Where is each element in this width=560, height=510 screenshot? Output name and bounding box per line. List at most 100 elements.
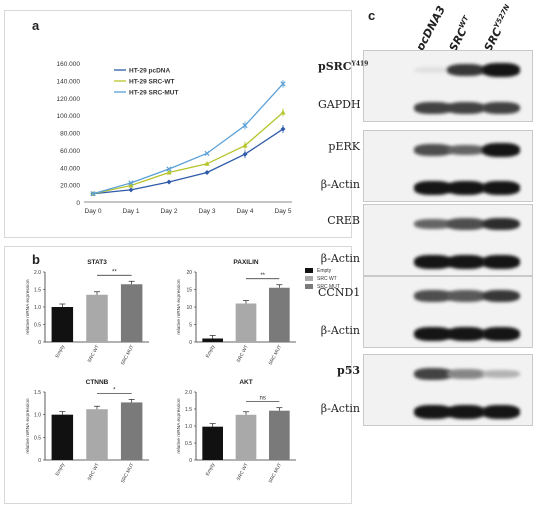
y-tick-label: 1.5 xyxy=(185,407,192,413)
blot-band xyxy=(414,144,452,156)
blot-band xyxy=(414,66,452,74)
data-point xyxy=(280,109,286,115)
blot-band xyxy=(414,181,452,195)
legend-swatch xyxy=(305,268,313,273)
blot-band xyxy=(414,327,452,341)
blot-row-name: CCND1 xyxy=(318,286,361,299)
bar xyxy=(86,409,108,460)
x-tick-label: Empty xyxy=(205,462,217,477)
y-tick-label: 140.000 xyxy=(57,78,81,85)
series-line xyxy=(92,112,284,195)
chart-title: STAT3 xyxy=(87,259,107,266)
blot-band xyxy=(414,255,452,269)
x-tick-label: Day 0 xyxy=(85,208,102,215)
blot-band xyxy=(447,181,485,195)
significance-label: ** xyxy=(260,273,265,279)
y-tick-label: 0 xyxy=(38,340,41,346)
y-tick-label: 2.0 xyxy=(185,390,192,396)
blot-row-label: β-Actin xyxy=(318,324,360,337)
significance-label: * xyxy=(113,387,116,393)
y-tick-label: 120.000 xyxy=(57,96,81,103)
bar xyxy=(51,307,74,342)
y-tick-label: 0 xyxy=(189,458,192,464)
blot-row-name: CREB xyxy=(327,214,360,227)
data-point xyxy=(204,169,210,175)
y-tick-label: 10 xyxy=(186,305,192,311)
blot-column-label: SRCWT xyxy=(446,15,475,54)
bar xyxy=(235,303,257,342)
y-tick-label: 0.5 xyxy=(185,441,192,447)
data-point xyxy=(166,166,172,172)
x-tick-label: Day 1 xyxy=(123,208,140,215)
x-tick-label: SRC MUT xyxy=(120,344,136,366)
blot-band xyxy=(414,405,452,419)
blot-band xyxy=(482,63,520,77)
blot-band xyxy=(482,370,520,378)
blot-column-superscript: Y527N xyxy=(492,3,512,30)
blot-band xyxy=(447,63,485,77)
blot-band xyxy=(482,217,520,231)
bar xyxy=(51,414,74,460)
y-axis-label: relative mRNA expression xyxy=(176,398,182,454)
blot-row-label: CREB xyxy=(318,214,360,227)
blot-row-label: GAPDH xyxy=(318,98,361,111)
y-tick-label: 40.000 xyxy=(60,165,80,172)
blot-row-label: β-Actin xyxy=(318,252,360,265)
blot-row-label: CCND1 xyxy=(318,286,360,299)
bar xyxy=(269,287,290,342)
data-point xyxy=(166,179,172,185)
data-point xyxy=(128,180,134,186)
blot-band xyxy=(482,102,520,114)
x-tick-label: Day 4 xyxy=(237,208,254,215)
blot-band xyxy=(447,327,485,341)
x-tick-label: SRC WT xyxy=(87,462,101,482)
y-tick-label: 5 xyxy=(189,323,192,329)
blot-band xyxy=(447,290,485,302)
panel-label-a: a xyxy=(32,18,40,33)
chart-title: CTNNB xyxy=(86,379,109,386)
y-tick-label: 20.000 xyxy=(60,183,80,190)
x-tick-label: SRC WT xyxy=(87,344,101,364)
data-point xyxy=(204,150,210,156)
y-tick-label: 1.0 xyxy=(34,413,41,419)
x-tick-label: Day 2 xyxy=(161,208,178,215)
blot-row-name: pSRC xyxy=(318,60,352,73)
blot-band xyxy=(414,368,452,380)
y-tick-label: 20 xyxy=(186,270,192,276)
growth-curve-chart: 0 20.000 40.000 60.000 80.000 100.000 120.000 1… xyxy=(57,61,292,215)
blot-band xyxy=(482,405,520,419)
blot-band xyxy=(482,255,520,269)
legend-swatch xyxy=(305,284,313,289)
significance-label: ** xyxy=(112,269,117,275)
blot-band xyxy=(482,143,520,157)
legend-swatch xyxy=(305,276,313,281)
blot-column-superscript: WT xyxy=(457,14,471,30)
y-tick-label: 1.5 xyxy=(34,288,41,294)
bar xyxy=(202,338,223,342)
blot-band xyxy=(414,290,452,302)
blot-row-name: β-Actin xyxy=(320,324,360,337)
blot-row-name: GAPDH xyxy=(318,98,361,111)
growth-panel xyxy=(4,10,352,238)
y-axis-label: relative mRNA expression xyxy=(25,279,31,335)
blot-row-label: pERK xyxy=(318,140,360,153)
blot-row-label: pSRCY419 xyxy=(318,60,368,73)
blot-row-label: β-Actin xyxy=(318,402,360,415)
x-tick-label: Empty xyxy=(54,344,66,359)
blot-band xyxy=(447,255,485,269)
series-line xyxy=(92,128,284,195)
y-tick-label: 60.000 xyxy=(60,148,80,155)
blot-row-label: p53 xyxy=(318,364,360,377)
blot-band xyxy=(447,369,485,379)
bar xyxy=(120,402,143,460)
x-tick-label: SRC MUT xyxy=(268,462,284,484)
blot-band xyxy=(482,289,520,303)
legend-label: SRC MUT xyxy=(317,284,340,290)
qpcr-panel xyxy=(4,246,352,504)
data-point xyxy=(128,187,134,193)
y-tick-label: 0.5 xyxy=(34,323,41,329)
data-point xyxy=(242,142,248,148)
blot-band xyxy=(414,102,452,114)
blot-row-name: p53 xyxy=(337,364,360,377)
